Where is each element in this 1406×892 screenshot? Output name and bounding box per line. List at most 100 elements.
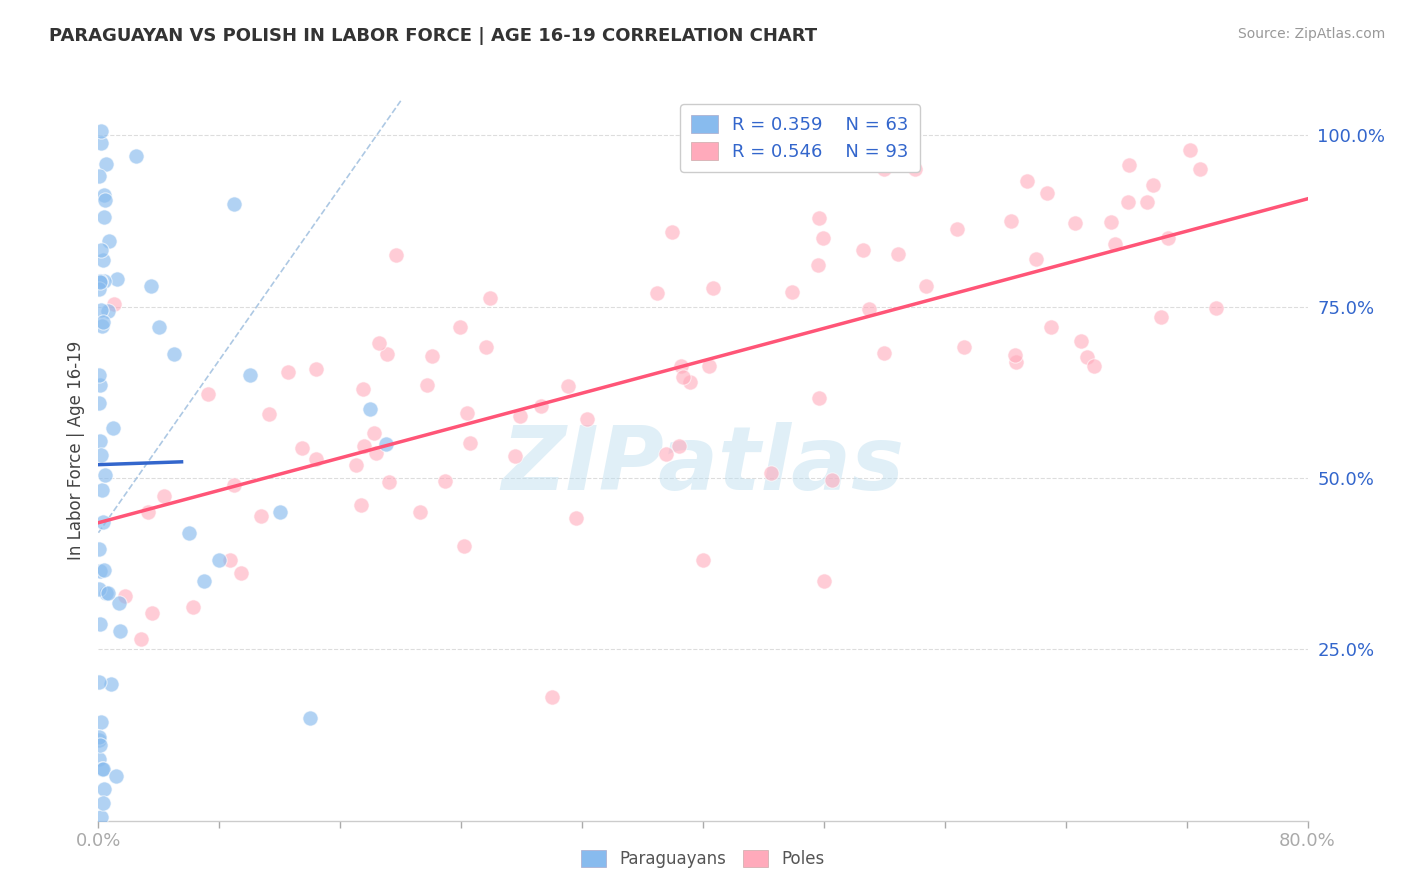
Point — [353, 439, 375, 453]
Point — [858, 302, 880, 317]
Point — [1076, 350, 1098, 364]
Point — [702, 281, 724, 295]
Point — [458, 436, 481, 450]
Point — [1157, 231, 1180, 245]
Text: ZIPatlas: ZIPatlas — [502, 422, 904, 508]
Point — [364, 446, 387, 460]
Point — [89, 564, 111, 578]
Point — [148, 320, 170, 334]
Point — [97, 304, 120, 318]
Text: Source: ZipAtlas.com: Source: ZipAtlas.com — [1237, 27, 1385, 41]
Point — [363, 425, 385, 440]
Point — [101, 421, 124, 435]
Point — [1000, 214, 1022, 228]
Point — [433, 474, 456, 488]
Point — [807, 258, 830, 272]
Point — [276, 365, 298, 379]
Point — [1118, 158, 1140, 172]
Point — [1024, 252, 1046, 266]
Point — [89, 395, 111, 409]
Point — [89, 730, 111, 744]
Text: PARAGUAYAN VS POLISH IN LABOR FORCE | AGE 16-19 CORRELATION CHART: PARAGUAYAN VS POLISH IN LABOR FORCE | AG… — [49, 27, 817, 45]
Point — [89, 275, 111, 289]
Point — [655, 448, 678, 462]
Point — [89, 377, 111, 392]
Point — [93, 782, 115, 797]
Point — [1205, 301, 1227, 315]
Point — [108, 624, 131, 638]
Point — [97, 586, 120, 600]
Point — [90, 244, 112, 258]
Point — [100, 676, 122, 690]
Point — [91, 762, 114, 776]
Point — [540, 690, 562, 705]
Point — [229, 566, 252, 581]
Point — [90, 483, 112, 498]
Point — [107, 596, 129, 610]
Point — [98, 234, 121, 248]
Point — [305, 362, 328, 376]
Point — [93, 188, 115, 202]
Point — [669, 359, 692, 374]
Point — [375, 347, 398, 361]
Point — [87, 282, 110, 296]
Point — [679, 375, 702, 389]
Point — [1083, 359, 1105, 374]
Point — [141, 606, 163, 620]
Point — [367, 335, 389, 350]
Point — [1150, 310, 1173, 324]
Point — [1189, 161, 1212, 176]
Point — [1039, 320, 1062, 334]
Point — [91, 796, 114, 810]
Point — [94, 194, 117, 208]
Point — [141, 279, 163, 293]
Point — [505, 450, 527, 464]
Point — [530, 399, 553, 413]
Point — [136, 505, 159, 519]
Point — [87, 582, 110, 597]
Point — [409, 505, 432, 519]
Point — [90, 303, 112, 318]
Point — [378, 475, 401, 489]
Point — [197, 386, 219, 401]
Point — [105, 271, 128, 285]
Point — [93, 274, 115, 288]
Point — [87, 541, 110, 556]
Point — [87, 368, 110, 382]
Point — [661, 225, 683, 239]
Point — [87, 752, 110, 766]
Point — [90, 715, 112, 730]
Point — [93, 210, 115, 224]
Point — [782, 285, 804, 299]
Point — [811, 230, 834, 244]
Point — [813, 574, 835, 588]
Point — [565, 511, 588, 525]
Point — [250, 509, 273, 524]
Point — [114, 589, 136, 603]
Point — [89, 434, 111, 449]
Point — [89, 169, 111, 183]
Point — [1136, 195, 1159, 210]
Point — [87, 732, 110, 747]
Point — [193, 574, 215, 588]
Point — [808, 211, 831, 226]
Point — [89, 274, 111, 288]
Point — [89, 738, 111, 752]
Point — [808, 392, 831, 406]
Point — [90, 136, 112, 150]
Point — [344, 458, 367, 473]
Point — [291, 441, 314, 455]
Point — [103, 296, 125, 310]
Point — [239, 368, 262, 382]
Point — [360, 402, 382, 417]
Point — [96, 157, 118, 171]
Point — [90, 762, 112, 776]
Point — [1035, 186, 1057, 201]
Point — [945, 222, 967, 236]
Point — [873, 162, 896, 177]
Point — [350, 498, 373, 512]
Point — [645, 285, 668, 300]
Point — [1070, 334, 1092, 348]
Point — [761, 466, 783, 480]
Point — [1104, 237, 1126, 252]
